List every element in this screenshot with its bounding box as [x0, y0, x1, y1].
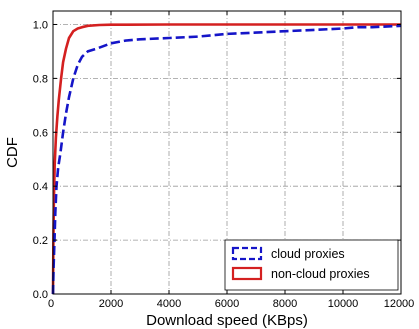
y-tick-label: 0.6 — [33, 127, 48, 139]
x-tick-label: 2000 — [99, 298, 123, 310]
y-tick-label: 0.8 — [33, 73, 48, 85]
y-axis-title: CDF — [4, 137, 21, 168]
x-tick-label: 12000 — [384, 298, 415, 310]
axis-ticks: 0 2000 4000 6000 8000 10000 12000 0.0 0.2 0.4 0.6 0… — [33, 11, 415, 310]
legend-label-cloud-proxies: cloud proxies — [271, 247, 345, 261]
series-line-non-cloud-proxies — [51, 23, 401, 295]
legend-label-non-cloud-proxies: non-cloud proxies — [271, 267, 370, 281]
x-tick-label: 6000 — [215, 298, 239, 310]
legend-swatch-cloud-proxies — [231, 246, 263, 261]
legend-swatch-non-cloud-proxies — [231, 266, 263, 281]
y-tick-label: 0.0 — [33, 289, 48, 301]
x-tick-label: 4000 — [157, 298, 181, 310]
x-tick-label: 0 — [48, 298, 54, 310]
series-line-cloud-proxies — [51, 24, 402, 295]
x-tick-label: 10000 — [328, 298, 359, 310]
y-tick-label: 0.2 — [33, 235, 48, 247]
series-layer — [51, 23, 402, 295]
y-tick-label: 1.0 — [33, 19, 48, 31]
x-axis-title: Download speed (KBps) — [146, 312, 308, 329]
y-tick-label: 0.4 — [33, 181, 48, 193]
legend: cloud proxies non-cloud proxies — [224, 239, 399, 291]
x-tick-label: 8000 — [273, 298, 297, 310]
